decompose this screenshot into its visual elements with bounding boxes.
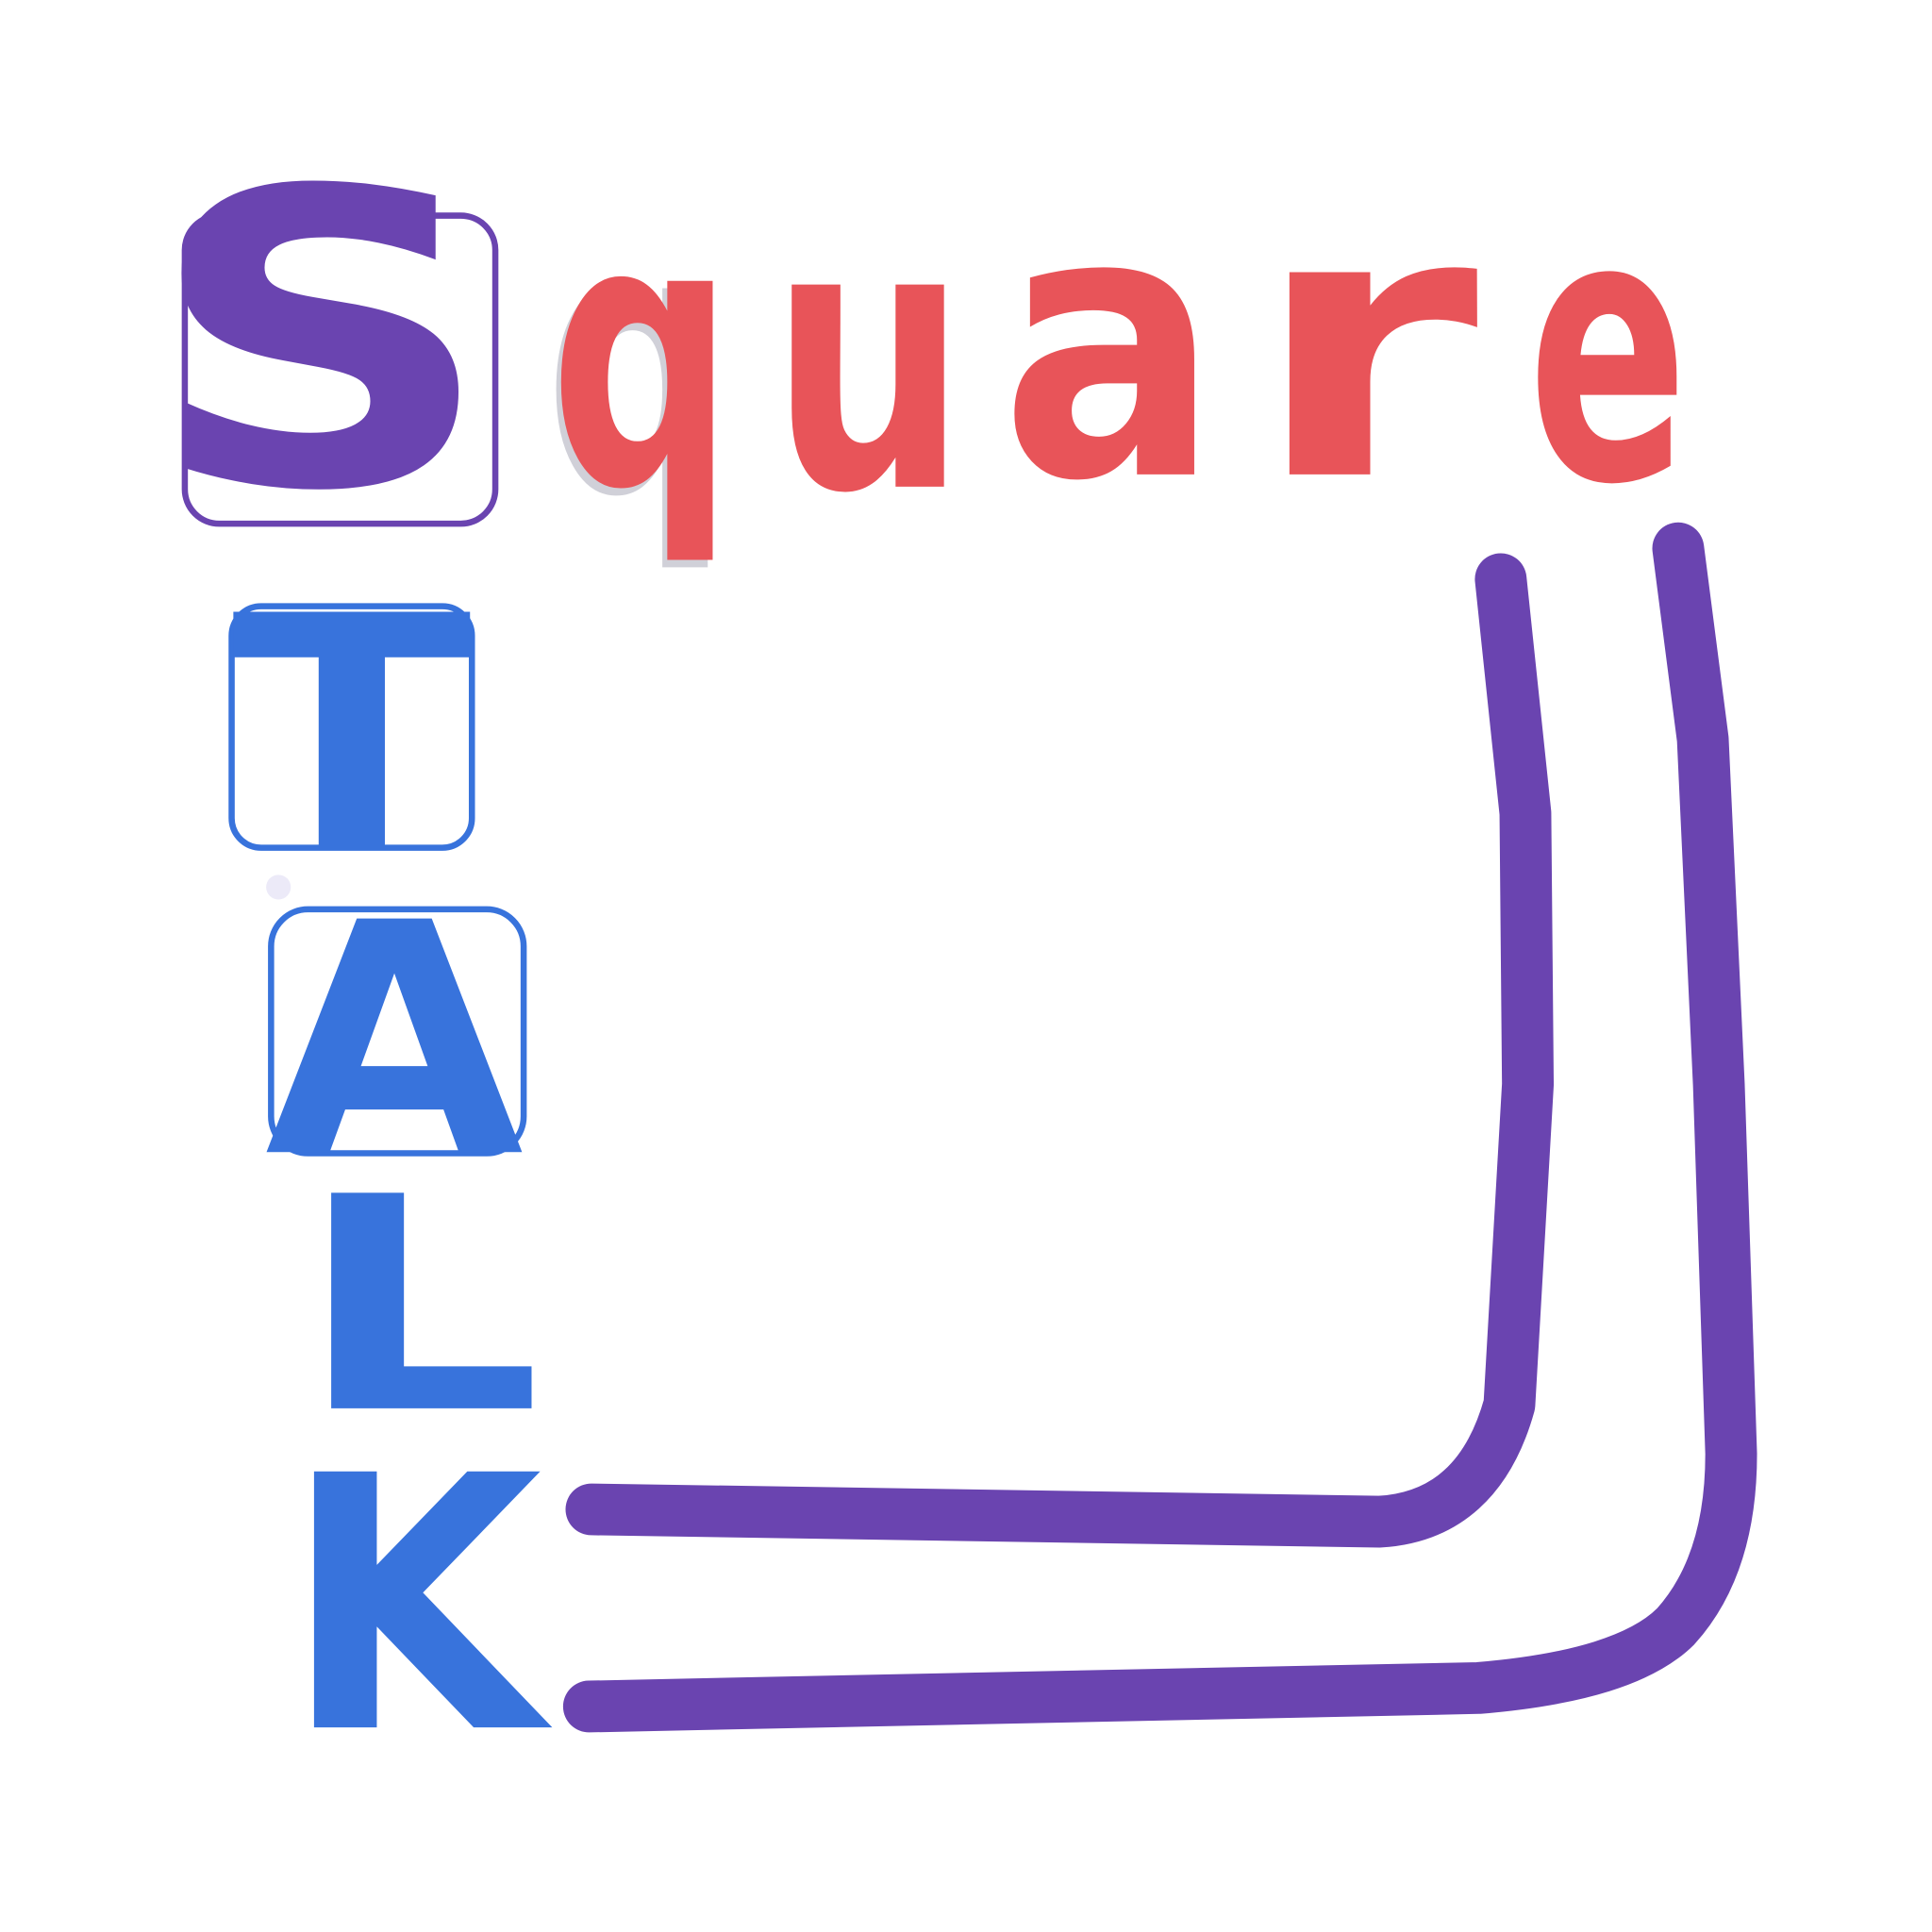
letter-shadow: q <box>544 148 729 578</box>
letter-outline <box>268 906 527 1157</box>
letter: K <box>283 1401 555 1810</box>
letter-outline <box>181 212 499 527</box>
letter: A <box>265 856 526 1228</box>
letter: S <box>148 106 493 579</box>
letter: L <box>295 1134 541 1478</box>
letter: a <box>1001 132 1220 562</box>
letter: T <box>232 549 475 922</box>
corner-stroke <box>562 522 1757 1733</box>
letter: e <box>1528 136 1689 566</box>
letter: u <box>770 144 967 575</box>
corner-stroke <box>565 553 1555 1548</box>
letter: q <box>550 141 735 571</box>
letter-outline <box>228 603 475 851</box>
letter: r <box>1251 132 1482 562</box>
dot <box>266 874 291 900</box>
